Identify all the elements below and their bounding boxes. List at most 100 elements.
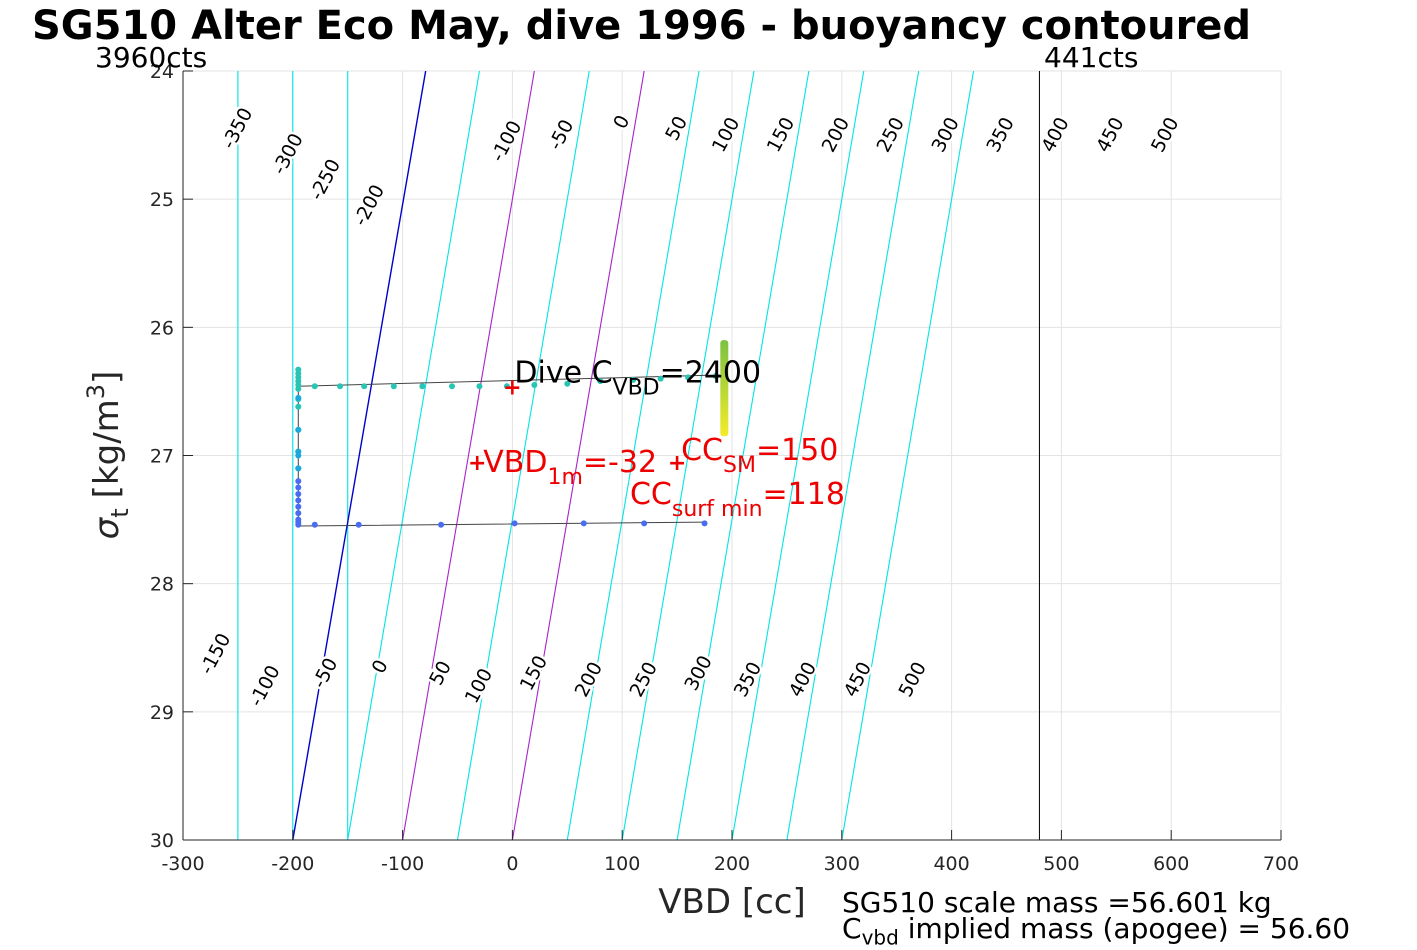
contour-label: 100 — [461, 665, 497, 707]
footer-implied-mass: Cvbd implied mass (apogee) = 56.60 — [842, 912, 1351, 950]
contour-line — [456, 71, 590, 840]
dive-c-vbd-marker: + — [503, 375, 521, 400]
x-tick-label: 200 — [714, 853, 750, 875]
data-point — [295, 403, 302, 410]
contour-line — [347, 71, 481, 840]
data-point — [311, 383, 318, 390]
cc-sm-marker: + — [668, 451, 686, 476]
data-point — [295, 497, 302, 504]
cc-surf-min-label: CCsurf min=118 — [630, 477, 845, 522]
data-point — [390, 383, 397, 390]
contour-line — [676, 71, 810, 840]
data-point — [311, 521, 318, 528]
contour-label: -200 — [349, 181, 389, 229]
data-point — [337, 383, 344, 390]
contour-label: 350 — [730, 658, 766, 700]
data-points — [295, 366, 719, 528]
data-point — [295, 484, 302, 491]
data-point — [630, 376, 637, 383]
y-axis-label: σt[kg/m3] — [82, 371, 134, 540]
contour-line — [841, 71, 975, 840]
data-point — [712, 373, 719, 380]
y-tick-label: 28 — [150, 574, 174, 596]
contour-label: -150 — [196, 630, 236, 678]
contour-labels: -350-300-250-200-100 -50 0 50 100 150 200 250 30… — [193, 102, 1186, 713]
data-point — [685, 374, 692, 381]
contour-label: 300 — [680, 652, 716, 694]
contour-label: 200 — [571, 658, 607, 700]
data-point — [295, 510, 302, 517]
vbd-max-label: 441cts — [1044, 41, 1138, 74]
chart-title: SG510 Alter Eco May, dive 1996 - buoyanc… — [32, 3, 1252, 49]
data-point — [295, 478, 302, 485]
vbd-min-label: 3960cts — [95, 41, 207, 74]
gradient-band — [720, 340, 729, 437]
contour-label: 450 — [1092, 114, 1128, 156]
contour-line — [786, 71, 920, 840]
x-tick-label: 500 — [1043, 853, 1079, 875]
data-point — [295, 490, 302, 497]
contour-label: -300 — [268, 130, 308, 178]
data-point — [511, 520, 518, 527]
contour-label: -100 — [245, 662, 285, 710]
contour-label: 500 — [1147, 114, 1183, 156]
data-point — [295, 385, 302, 392]
y-tick-label: 29 — [150, 702, 174, 724]
y-tick-label: 25 — [150, 189, 174, 211]
contour-line — [731, 71, 865, 840]
x-tick-label: 400 — [933, 853, 969, 875]
contour-label: 150 — [763, 114, 799, 156]
x-tick-label: 700 — [1263, 853, 1299, 875]
data-point — [449, 383, 456, 390]
data-point — [295, 426, 302, 433]
x-tick-label: -200 — [271, 853, 314, 875]
contour-label: 450 — [840, 658, 876, 700]
vbd-1m-label: VBD1m=-32 — [483, 445, 657, 490]
axes: -300 -200 -100 0 100 200 300 400 500 600 700242526… — [150, 61, 1299, 875]
data-point — [355, 521, 362, 528]
y-tick-label: 30 — [150, 830, 174, 852]
data-point — [295, 394, 302, 401]
x-tick-label: 300 — [824, 853, 860, 875]
contour-label: 400 — [1037, 114, 1073, 156]
x-tick-label: 100 — [604, 853, 640, 875]
annotations: +Dive CVBD=2400+VBD1m=-32 +CCSM=150CCsurf… — [468, 355, 845, 522]
surface-band — [720, 340, 729, 437]
contour-line — [402, 71, 535, 840]
x-tick-label: 0 — [506, 853, 518, 875]
dive-path-upper — [298, 374, 727, 387]
vbd-1m-marker: + — [468, 451, 486, 476]
x-tick-label: -100 — [381, 853, 424, 875]
contour-label: -250 — [305, 156, 345, 204]
contour-line — [292, 71, 427, 840]
y-tick-label: 26 — [150, 317, 174, 339]
contour-label: 100 — [708, 114, 744, 156]
contour-label: -350 — [218, 104, 258, 152]
contour-line — [621, 71, 755, 840]
contour-label: -100 — [487, 117, 527, 165]
y-tick-label: 27 — [150, 446, 174, 468]
data-point — [657, 375, 664, 382]
contour-label: 200 — [818, 114, 854, 156]
data-point — [438, 521, 445, 528]
x-axis-label: VBD [cc] — [658, 882, 806, 922]
data-point — [419, 383, 426, 390]
contour-label: 250 — [625, 658, 661, 700]
contour-label: -50 — [544, 116, 578, 154]
data-point — [295, 503, 302, 510]
dive-c-vbd-label: Dive CVBD=2400 — [514, 355, 761, 400]
data-point — [564, 380, 571, 387]
contour-label: 300 — [927, 114, 963, 156]
data-point — [597, 378, 604, 385]
data-point — [503, 383, 510, 390]
data-point — [295, 452, 302, 459]
contour-line — [511, 71, 645, 840]
footer-scale-mass: SG510 scale mass =56.601 kg — [842, 886, 1272, 919]
data-point — [361, 383, 368, 390]
buoyancy-contours — [183, 71, 975, 840]
data-point — [295, 521, 302, 528]
x-tick-label: 600 — [1153, 853, 1189, 875]
data-point — [476, 383, 483, 390]
cc-sm-label: CCSM=150 — [681, 433, 838, 478]
